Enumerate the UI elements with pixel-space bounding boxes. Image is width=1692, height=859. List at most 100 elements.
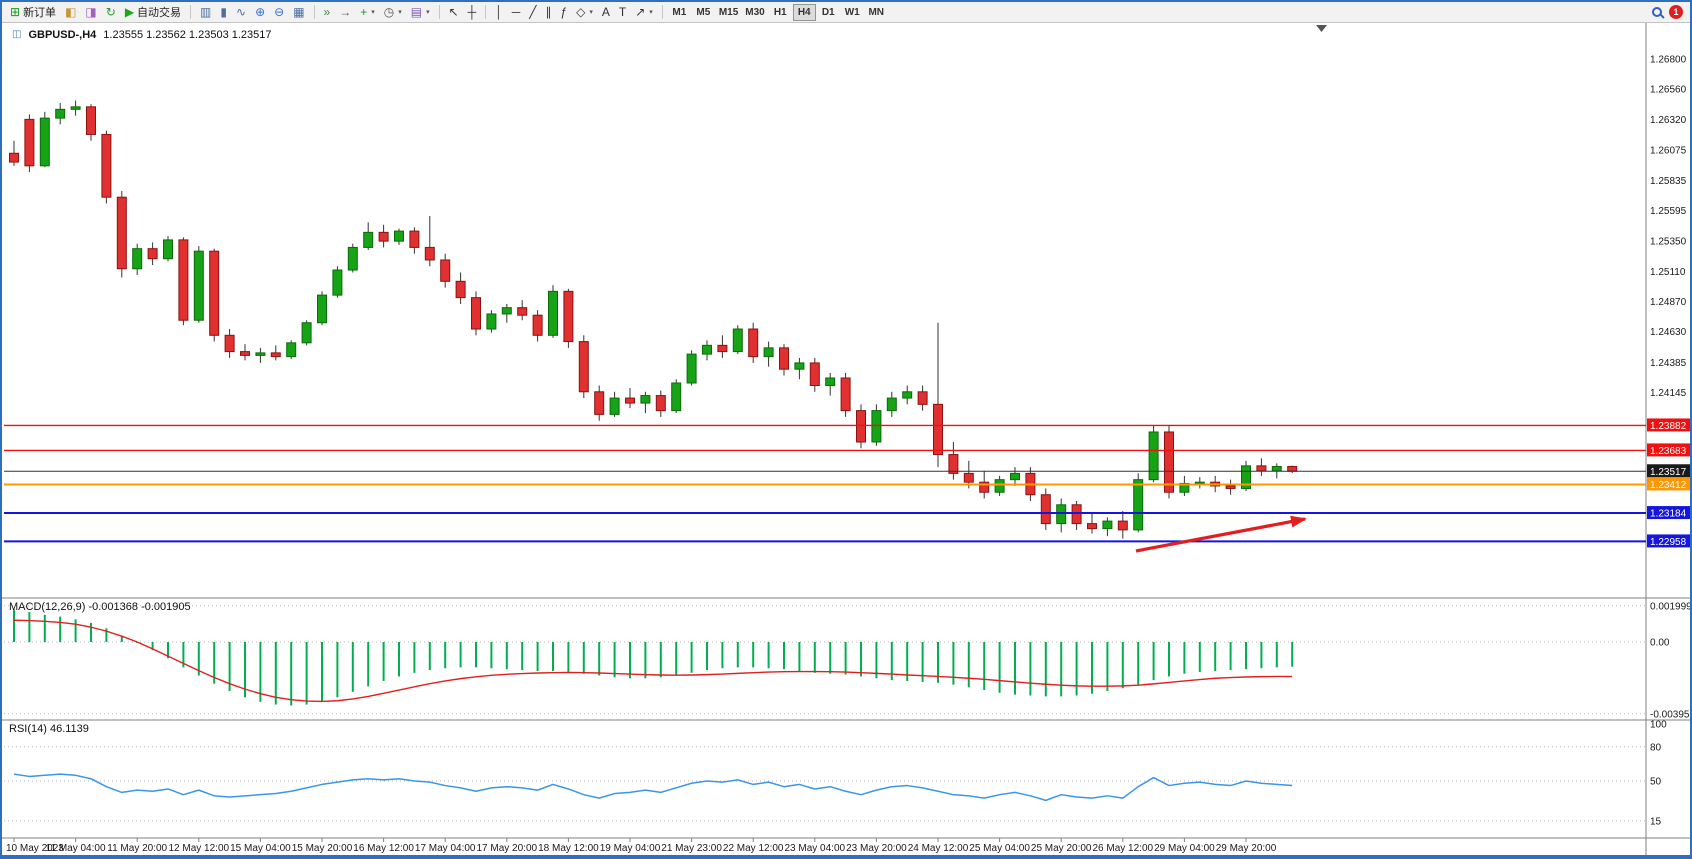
svg-text:100: 100 [1650, 720, 1667, 731]
ohlc-values: 1.23555 1.23562 1.23503 1.23517 [103, 29, 272, 41]
svg-text:1.24145: 1.24145 [1650, 388, 1687, 399]
search-icon[interactable] [1652, 7, 1662, 17]
trendline-icon[interactable]: ╱ [525, 3, 540, 21]
chart-window-icon: ◫ [12, 29, 22, 40]
svg-text:1.25110: 1.25110 [1650, 267, 1686, 278]
caret-down-icon: ▾ [398, 9, 402, 16]
svg-text:1.24385: 1.24385 [1650, 358, 1687, 369]
periods-icon: ◷ [383, 5, 395, 19]
price-tag-label: 1.23184 [1650, 509, 1687, 520]
macd-panel[interactable]: 0.001999 0.00 -0.003958 [4, 601, 1692, 720]
price-axis[interactable]: 1.26800 1.26560 1.26320 1.26075 1.25835 1.255… [1650, 55, 1687, 399]
svg-text:1.24870: 1.24870 [1650, 297, 1687, 308]
auto-scroll-icon: » [323, 5, 331, 19]
notification-badge[interactable]: 1 [1669, 5, 1683, 19]
svg-text:50: 50 [1650, 777, 1662, 788]
zoom-out-icon: ⊖ [274, 5, 285, 19]
new-order-button[interactable]: ⊞ 新订单 [6, 3, 60, 21]
symbol-label: GBPUSD-,H4 [28, 29, 97, 41]
chart-shift-icon[interactable]: → [335, 3, 355, 21]
line-chart-type-icon: ∿ [236, 5, 247, 19]
timeframe-mn[interactable]: MN [865, 4, 888, 21]
label-icon[interactable]: T [615, 3, 630, 21]
zoom-in-icon[interactable]: ⊕ [251, 3, 269, 21]
fibonacci-icon: ƒ [560, 5, 568, 19]
caret-down-icon: ▾ [426, 9, 430, 16]
macd-signal-line [13, 619, 1293, 703]
toolbar-items: ⊞ 新订单 ◧ ◨ ↻ ▶ 自动交易 ▥ ▮ ∿ ⊕ ⊖ ▦» → + ▾ ◷ ▾ ▤ ▾ ↖ ┼ │ ─ ╱ ∥ ƒ ◇ ▾ A T ↗ ▾ M… [6, 3, 1652, 21]
crosshair-icon[interactable]: ┼ [464, 3, 481, 21]
caret-down-icon: ▾ [649, 9, 653, 16]
arrows-icon: ↗ [635, 5, 646, 19]
candlesticks [9, 100, 1298, 539]
price-tag [1647, 506, 1690, 520]
timeframe-h4[interactable]: H4 [792, 3, 816, 21]
price-tag-label: 1.23882 [1650, 421, 1687, 432]
vertical-line-icon[interactable]: │ [491, 3, 507, 21]
bar-chart-type-icon[interactable]: ▥ [196, 3, 215, 21]
candle-chart-type-icon: ▮ [220, 5, 227, 19]
svg-text:1.24630: 1.24630 [1650, 327, 1687, 338]
shapes-icon[interactable]: ◇ ▾ [572, 3, 597, 21]
refresh-icon[interactable]: ↻ [102, 3, 120, 21]
svg-text:0.00: 0.00 [1650, 638, 1670, 649]
text-icon: A [601, 5, 610, 19]
rsi-line [13, 773, 1293, 802]
templates-icon[interactable]: ▤ ▾ [407, 3, 434, 21]
line-chart-type-icon[interactable]: ∿ [232, 3, 250, 21]
charts-menu-icon[interactable]: ◧ [61, 3, 80, 21]
macd-indicator-label: MACD(12,26,9) -0.001368 -0.001905 [9, 601, 191, 613]
profiles-icon: ◨ [85, 5, 97, 19]
toolbar: ⊞ 新订单 ◧ ◨ ↻ ▶ 自动交易 ▥ ▮ ∿ ⊕ ⊖ ▦» → + ▾ ◷ ▾ ▤ ▾ ↖ ┼ │ ─ ╱ ∥ ƒ ◇ ▾ A T ↗ ▾ M… [2, 2, 1690, 23]
timeframe-m15[interactable]: M15 [716, 4, 741, 21]
toolbar-separator [190, 5, 192, 19]
svg-text:1.26075: 1.26075 [1650, 146, 1687, 157]
svg-text:1.25350: 1.25350 [1650, 237, 1687, 248]
price-tag-label: 1.23517 [1650, 467, 1687, 478]
rsi-panel[interactable]: 100 80 50 15 [4, 720, 1667, 828]
timeframe-d1[interactable]: D1 [817, 4, 840, 21]
tile-windows-icon[interactable]: ▦ [289, 3, 308, 21]
indicators-icon[interactable]: + ▾ [356, 3, 379, 21]
price-tag [1647, 443, 1690, 457]
auto-trading-button-label: 自动交易 [137, 7, 182, 19]
zoom-out-icon[interactable]: ⊖ [270, 3, 288, 21]
toolbar-separator [661, 5, 663, 19]
time-label: 29 May 20:00 [1216, 843, 1277, 854]
timeframe-m5[interactable]: M5 [692, 4, 715, 21]
candle-chart-type-icon[interactable]: ▮ [216, 3, 231, 21]
time-label: 29 May 04:00 [1154, 843, 1215, 854]
toolbar-right: 1 [1652, 5, 1686, 19]
cursor-icon[interactable]: ↖ [445, 3, 463, 21]
timeframe-m30[interactable]: M30 [742, 4, 767, 21]
timeframe-w1[interactable]: W1 [841, 4, 864, 21]
tile-windows-icon: ▦ [293, 5, 305, 19]
time-label: 15 May 04:00 [230, 843, 291, 854]
symbol-info: ◫ GBPUSD-,H4 1.23555 1.23562 1.23503 1.2… [12, 29, 272, 41]
auto-trading-button[interactable]: ▶ 自动交易 [121, 3, 185, 21]
trend-arrow[interactable] [1135, 515, 1307, 553]
price-tag [1647, 477, 1690, 491]
chart-shift-marker[interactable] [1316, 25, 1327, 32]
arrows-icon[interactable]: ↗ ▾ [631, 3, 657, 21]
zoom-in-icon: ⊕ [255, 5, 266, 19]
text-icon[interactable]: A [598, 3, 614, 21]
profiles-icon[interactable]: ◨ [81, 3, 100, 21]
shapes-icon: ◇ [576, 5, 586, 19]
time-label: 22 May 12:00 [723, 843, 784, 854]
toolbar-separator [313, 5, 315, 19]
svg-text:1.25835: 1.25835 [1650, 176, 1687, 187]
caret-down-icon: ▾ [589, 9, 593, 16]
periods-icon[interactable]: ◷ ▾ [380, 3, 406, 21]
refresh-icon: ↻ [105, 5, 116, 19]
timeframe-m1[interactable]: M1 [668, 4, 691, 21]
price-tag [1647, 464, 1690, 478]
horizontal-line-icon[interactable]: ─ [508, 3, 525, 21]
timeframe-h1[interactable]: H1 [769, 4, 792, 21]
charts-menu-icon: ◧ [65, 5, 77, 19]
fibonacci-icon[interactable]: ƒ [556, 3, 571, 21]
channel-icon[interactable]: ∥ [541, 3, 555, 21]
auto-scroll-icon[interactable]: » [320, 3, 335, 21]
